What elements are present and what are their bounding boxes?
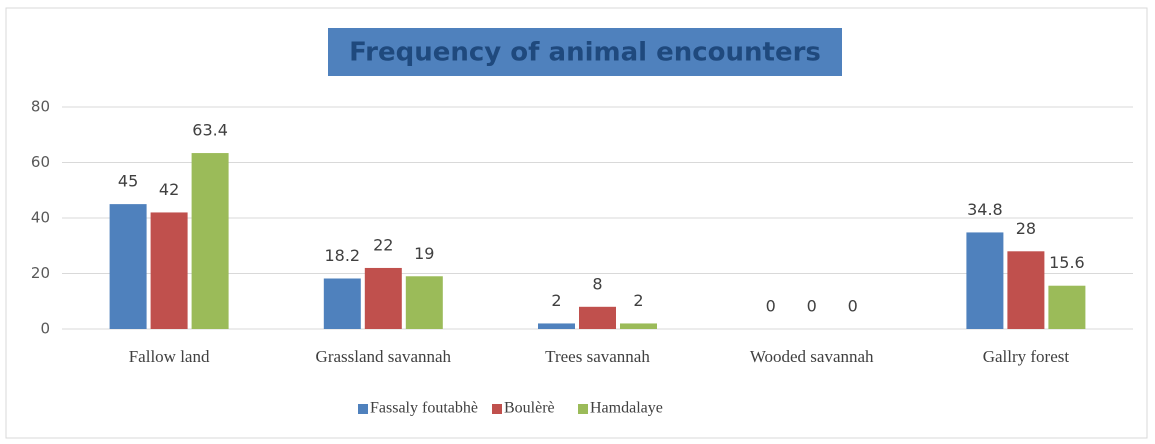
bar <box>150 212 188 329</box>
bar <box>1048 285 1086 329</box>
legend-label: Fassaly foutabhè <box>370 400 478 417</box>
x-tick-label: Fallow land <box>129 347 210 366</box>
data-label: 28 <box>1016 219 1036 238</box>
legend-label: Hamdalaye <box>590 400 663 417</box>
legend-label: Boulèrè <box>504 400 555 417</box>
x-tick-label: Wooded savannah <box>750 347 874 366</box>
bar <box>323 278 361 329</box>
data-label: 63.4 <box>192 121 228 140</box>
data-label: 0 <box>848 297 858 316</box>
x-tick-label: Grassland savannah <box>316 347 452 366</box>
bar <box>1007 251 1045 329</box>
data-label: 2 <box>551 291 561 310</box>
bar <box>191 153 229 329</box>
bar <box>620 323 657 329</box>
y-tick-label: 0 <box>40 320 50 338</box>
data-label: 42 <box>159 180 179 199</box>
data-label: 34.8 <box>967 200 1003 219</box>
legend-swatch <box>492 404 502 414</box>
data-label: 22 <box>373 235 393 254</box>
x-tick-label: Trees savannah <box>545 347 650 366</box>
data-label: 0 <box>807 297 817 316</box>
y-tick-label: 80 <box>31 98 50 116</box>
y-tick-label: 60 <box>31 153 50 171</box>
data-label: 18.2 <box>324 246 360 265</box>
data-label: 45 <box>118 172 138 191</box>
title-background <box>328 28 842 76</box>
data-label: 0 <box>766 297 776 316</box>
bar <box>579 306 616 329</box>
y-tick-label: 40 <box>31 209 50 227</box>
data-label: 8 <box>592 274 602 293</box>
data-label: 19 <box>414 244 434 263</box>
legend-swatch <box>578 404 588 414</box>
bar <box>364 267 402 329</box>
data-label: 15.6 <box>1049 253 1085 272</box>
bar <box>405 276 443 329</box>
bar <box>538 323 575 329</box>
bar <box>109 204 147 329</box>
data-label: 2 <box>633 291 643 310</box>
x-tick-label: Gallry forest <box>983 347 1070 366</box>
y-tick-label: 20 <box>31 264 50 282</box>
legend-swatch <box>358 404 368 414</box>
chart-title: Frequency of animal encounters <box>349 38 821 68</box>
bar <box>966 232 1004 329</box>
